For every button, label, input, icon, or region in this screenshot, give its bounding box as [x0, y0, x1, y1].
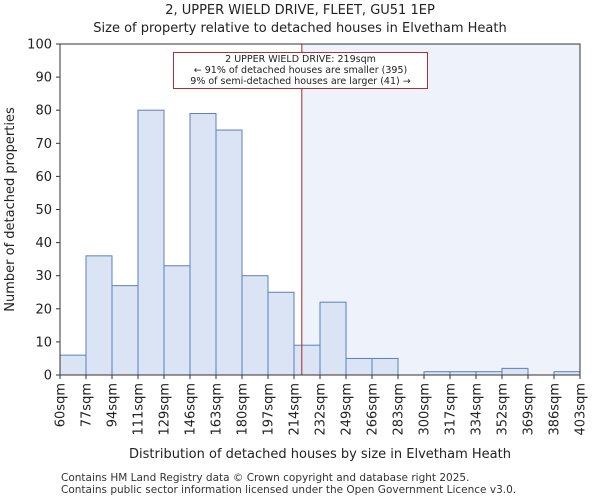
larger-region-highlight	[301, 44, 580, 375]
x-tick-label: 317sqm	[444, 383, 459, 436]
x-tick-label: 249sqm	[340, 383, 355, 436]
y-tick-label: 80	[35, 104, 52, 119]
histogram-bar	[501, 367, 529, 376]
x-tick-label: 60sqm	[54, 383, 69, 427]
histogram-bar	[59, 354, 87, 376]
histogram-bar	[267, 291, 295, 376]
x-tick-label: 77sqm	[80, 383, 95, 427]
histogram-bar	[189, 113, 217, 376]
property-annotation-box: 2 UPPER WIELD DRIVE: 219sqm ← 91% of det…	[173, 52, 428, 89]
y-tick-label: 60	[35, 170, 52, 185]
footer-line-1: Contains HM Land Registry data © Crown c…	[61, 472, 470, 484]
y-tick-label: 0	[44, 369, 52, 384]
histogram-bar	[215, 129, 243, 376]
histogram-bar	[319, 301, 347, 376]
x-tick-label: 403sqm	[574, 383, 589, 436]
y-tick-label: 40	[35, 236, 52, 251]
histogram-bar	[85, 255, 113, 376]
y-tick-label: 30	[35, 269, 52, 284]
annotation-line-3: 9% of semi-detached houses are larger (4…	[190, 76, 411, 87]
histogram-bar	[137, 109, 165, 376]
x-tick-label: 334sqm	[470, 383, 485, 436]
annotation-line-2: ← 91% of detached houses are smaller (39…	[193, 65, 408, 76]
x-axis-label: Distribution of detached houses by size …	[129, 447, 511, 462]
x-tick-label: 163sqm	[210, 383, 225, 436]
x-tick-label: 369sqm	[522, 383, 537, 436]
x-tick-label: 197sqm	[262, 383, 277, 436]
x-tick-label: 94sqm	[106, 383, 121, 427]
x-tick-label: 111sqm	[132, 383, 147, 436]
x-tick-label: 283sqm	[392, 383, 407, 436]
y-axis-label: Number of detached properties	[3, 107, 18, 312]
x-tick-label: 129sqm	[158, 383, 173, 436]
x-tick-label: 386sqm	[548, 383, 563, 436]
x-tick-label: 180sqm	[236, 383, 251, 436]
histogram-bar	[345, 357, 373, 376]
chart-subtitle: Size of property relative to detached ho…	[93, 21, 507, 36]
y-tick-label: 100	[27, 38, 52, 53]
x-tick-label: 266sqm	[366, 383, 381, 436]
chart-title: 2, UPPER WIELD DRIVE, FLEET, GU51 1EP	[165, 3, 435, 18]
y-tick-label: 70	[35, 137, 52, 152]
x-tick-label: 300sqm	[418, 383, 433, 436]
histogram-bar	[241, 275, 269, 376]
y-tick-label: 50	[35, 203, 52, 218]
x-tick-label: 232sqm	[314, 383, 329, 436]
histogram-bar	[293, 344, 321, 376]
y-tick-label: 10	[35, 335, 52, 350]
x-tick-label: 214sqm	[288, 383, 303, 436]
histogram-bar	[111, 285, 139, 376]
y-tick-label: 90	[35, 71, 52, 86]
x-tick-label: 352sqm	[496, 383, 511, 436]
annotation-line-1: 2 UPPER WIELD DRIVE: 219sqm	[225, 54, 376, 65]
x-tick-label: 146sqm	[184, 383, 199, 436]
histogram-bar	[163, 265, 191, 376]
footer-line-2: Contains public sector information licen…	[61, 484, 517, 496]
histogram-bar	[371, 357, 399, 376]
y-tick-label: 20	[35, 302, 52, 317]
